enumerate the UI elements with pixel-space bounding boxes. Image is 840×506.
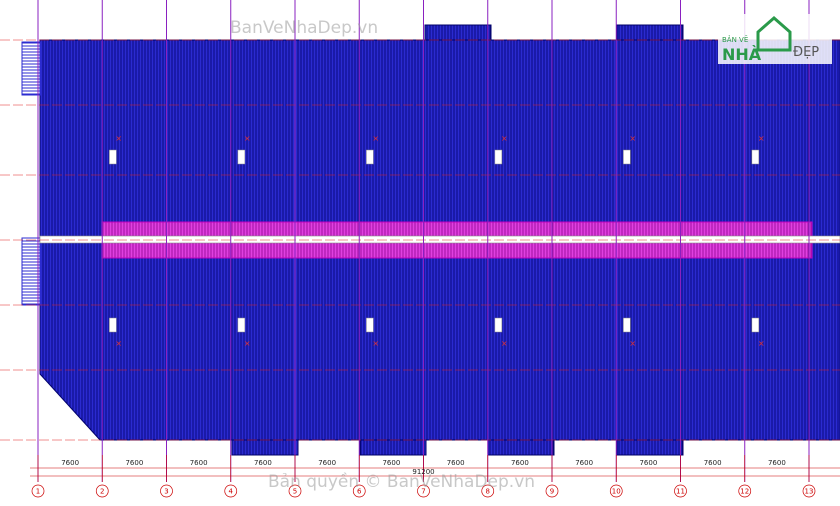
grid-label: 13: [805, 488, 814, 496]
vent: [109, 149, 117, 165]
vent-mark: ×: [758, 134, 765, 143]
grid-label: 9: [550, 488, 554, 496]
grid-label: 4: [229, 488, 234, 496]
vent: [623, 317, 631, 333]
vent-mark: ×: [115, 339, 122, 348]
grid-label: 1: [36, 488, 40, 496]
grid-label: 7: [421, 488, 425, 496]
grid-bubble: [352, 484, 366, 498]
grid-label: 6: [357, 488, 362, 496]
vent: [494, 149, 503, 165]
vent: [751, 317, 760, 333]
vent-mark: ×: [115, 134, 122, 143]
grid-bubble: [545, 484, 559, 498]
grid-bubble: [31, 484, 45, 498]
vent-mark: ×: [758, 339, 765, 348]
vent: [366, 317, 374, 333]
grid-label: 8: [486, 488, 490, 496]
vents: × × × × × × × × × × × ×: [109, 134, 765, 348]
dimension-label: 7600: [639, 459, 657, 467]
grid-bubble: [738, 484, 752, 498]
grid-bubble: [481, 484, 495, 498]
grid-bubble: [224, 484, 238, 498]
dimension-label: 7600: [382, 459, 400, 467]
vent-mark: ×: [244, 134, 251, 143]
logo-text: NHÀ: [722, 45, 762, 64]
vent-mark: ×: [629, 339, 636, 348]
dimension-label: 7600: [768, 459, 786, 467]
logo-text: ĐẸP: [793, 45, 819, 60]
vent-mark: ×: [244, 339, 251, 348]
vent: [237, 149, 246, 165]
vent: [366, 149, 374, 165]
dimension-label: 7600: [575, 459, 593, 467]
dimension-label: 7600: [61, 459, 79, 467]
dimension-label: 7600: [190, 459, 208, 467]
dimension-label: 7600: [704, 459, 722, 467]
side-canopies: [21, 41, 41, 306]
watermark: BanVeNhaDep.vn: [230, 18, 378, 38]
vent-mark: ×: [372, 134, 379, 143]
grid-bubble: [609, 484, 623, 498]
dimension-label: 7600: [254, 459, 272, 467]
vent-mark: ×: [372, 339, 379, 348]
vent: [237, 317, 246, 333]
grid-bubble: [288, 484, 302, 498]
grid-bubble: [674, 484, 687, 498]
grid-label: 3: [164, 488, 168, 496]
vent-mark: ×: [501, 339, 508, 348]
grid-label: 5: [293, 488, 297, 496]
dimension-label: 7600: [125, 459, 143, 467]
grid-bubble: [417, 484, 430, 498]
grid-bubble: [95, 484, 109, 498]
grid-label: 10: [612, 488, 621, 496]
grid-label: 12: [740, 488, 749, 496]
copyright: Bản quyền © BanVeNhaDep.vn: [268, 471, 535, 492]
logo: BẢN VẼ NHÀ ĐẸP: [718, 14, 832, 64]
grid-bubble: [802, 484, 816, 498]
vent: [623, 149, 631, 165]
dimension-label: 7600: [447, 459, 465, 467]
vent-mark: ×: [501, 134, 508, 143]
dimension-label: 7600: [318, 459, 336, 467]
projections: [231, 24, 684, 456]
vent: [494, 317, 503, 333]
total-dimension: 91200: [412, 468, 434, 476]
grid-label: 11: [676, 488, 685, 496]
logo-text: BẢN VẼ: [722, 35, 748, 44]
grid-lines: [0, 0, 840, 482]
vent: [109, 317, 117, 333]
dimension-label: 7600: [511, 459, 529, 467]
vent: [751, 149, 760, 165]
grid-bubble: [160, 484, 173, 498]
vent-mark: ×: [629, 134, 636, 143]
ridge-cap: [39, 235, 840, 244]
grid-label: 2: [100, 488, 104, 496]
